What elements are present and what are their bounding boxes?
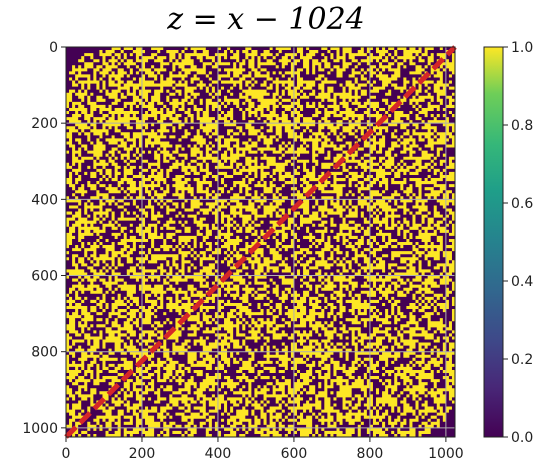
chart-title: z = x − 1024 [167,2,365,37]
y-tick-label: 1000 [22,421,58,437]
colorbar-axis: 0.0 0.2 0.4 0.6 0.8 1.0 [503,40,533,446]
x-tick-label: 1000 [428,446,464,462]
y-tick-label: 800 [31,345,58,361]
y-tick-label: 200 [31,116,58,132]
x-tick-label: 200 [129,446,156,462]
colorbar [483,46,504,438]
colorbar-tick-label: 0.6 [511,196,533,212]
diagonal-dashed-line [64,45,457,439]
y-axis: 0 200 400 600 800 1000 [22,40,66,437]
y-tick-label: 600 [31,269,58,285]
y-tick-label: 0 [49,40,58,56]
x-axis: 0 200 400 600 800 1000 [62,437,464,462]
x-tick-label: 800 [357,446,384,462]
colorbar-tick-label: 0.2 [511,352,533,368]
y-tick-label: 400 [31,192,58,208]
grid-lines [66,47,455,437]
colorbar-tick-label: 0.0 [511,430,533,446]
colorbar-tick-label: 0.8 [511,118,533,134]
x-tick-label: 0 [62,446,71,462]
colorbar-tick-label: 1.0 [511,40,533,56]
plot-frame [65,46,456,438]
colorbar-tick-label: 0.4 [511,274,533,290]
x-tick-label: 600 [281,446,308,462]
x-tick-label: 400 [205,446,232,462]
